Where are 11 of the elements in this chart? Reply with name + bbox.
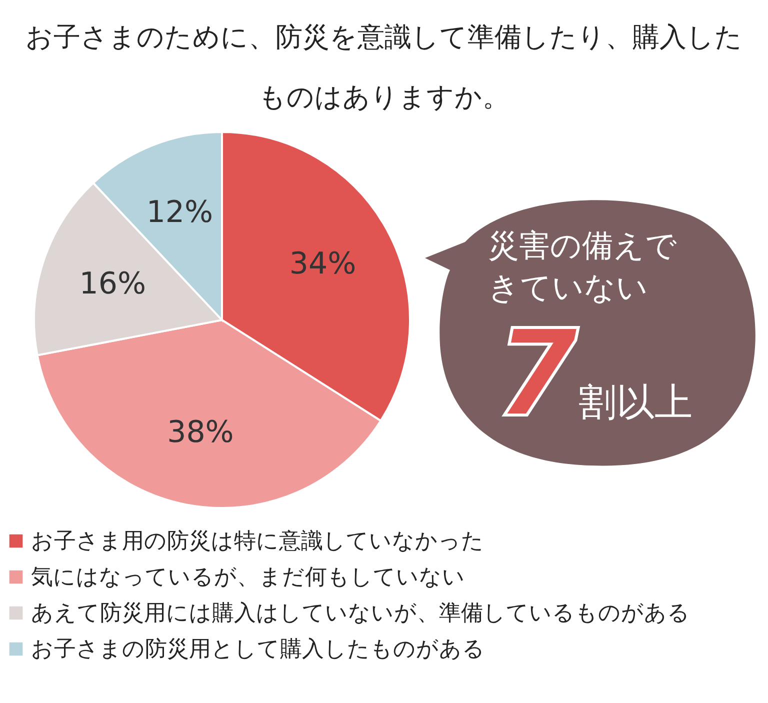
legend-label: 気にはなっているが、まだ何もしていない xyxy=(31,565,465,590)
text: 災害の備えできていない xyxy=(488,227,678,308)
data-label: 34% xyxy=(289,246,356,282)
data-label: 16% xyxy=(79,266,146,302)
text: 7割以上 xyxy=(495,305,692,444)
legend-label: お子さま用の防災は特に意識していなかった xyxy=(31,529,484,554)
legend-label: お子さまの防災用として購入したものがある xyxy=(31,637,485,662)
legend-label: あえて防災用には購入はしていないが、準備しているものがある xyxy=(31,601,690,626)
data-label: 12% xyxy=(146,195,214,230)
data-label: 38% xyxy=(167,414,234,450)
chart-title: お子さまのために、防災を意識して準備したり、購入したものはありますか。 xyxy=(24,21,744,115)
